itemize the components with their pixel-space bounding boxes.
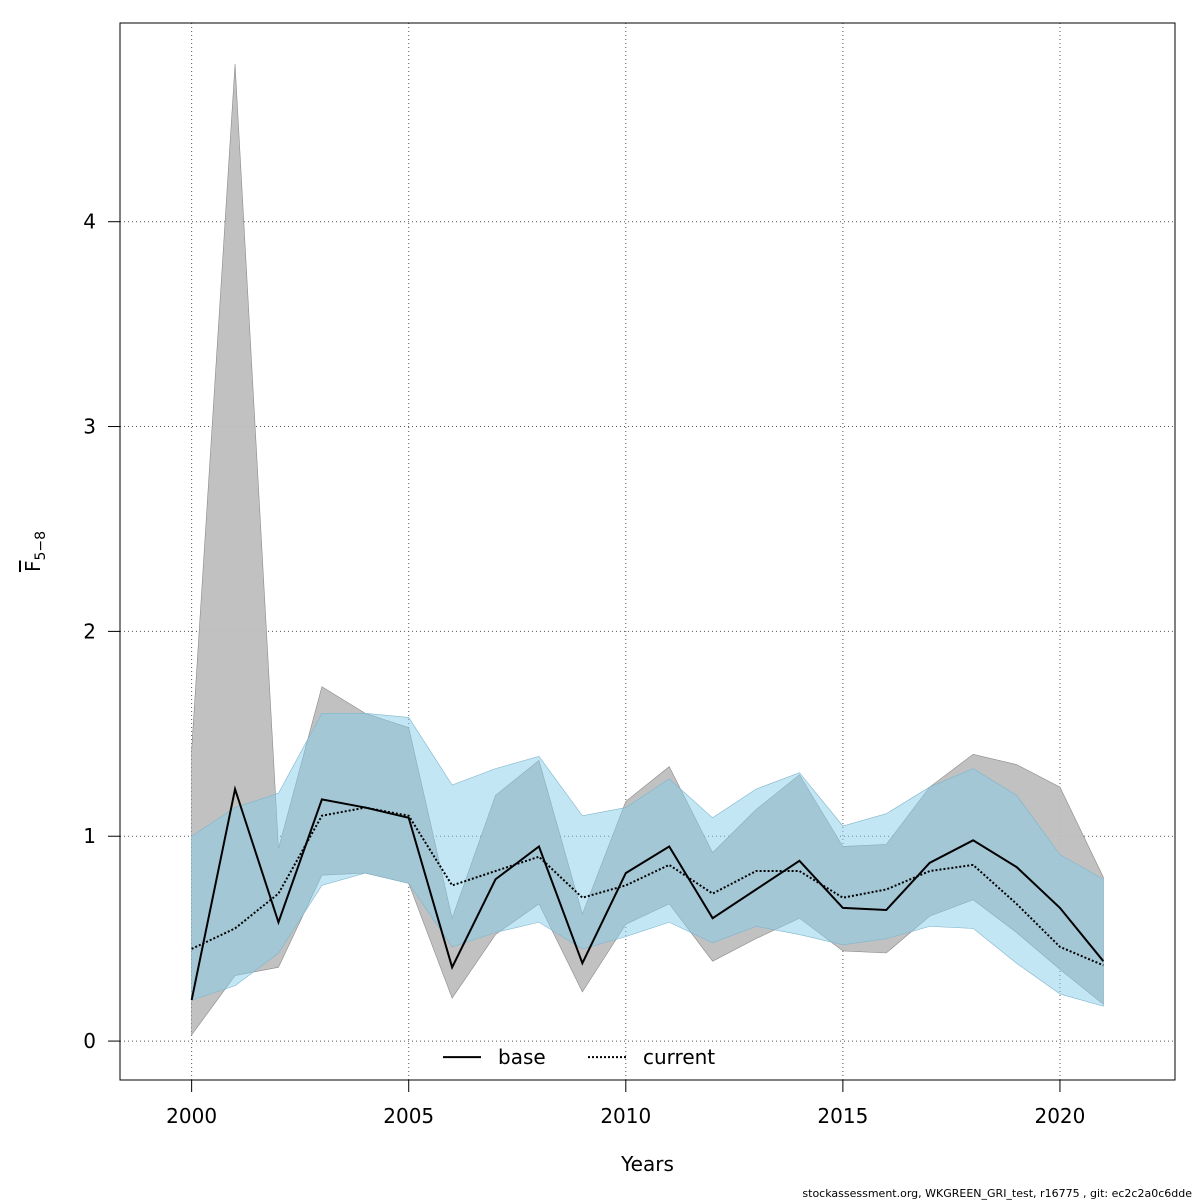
axes: 2000 2005 2010 2015 2020 0 1 2 3 4 [83, 210, 1085, 1128]
x-tick-label-2010: 2010 [600, 1104, 651, 1128]
x-tick-label-2005: 2005 [383, 1104, 434, 1128]
line-current [191, 806, 1104, 967]
y-tick-label-3: 3 [83, 415, 96, 439]
y-tick-label-0: 0 [83, 1029, 96, 1053]
y-tick-label-4: 4 [83, 210, 96, 234]
legend: base current [443, 1045, 715, 1069]
x-axis-title: Years [620, 1152, 674, 1176]
line-base [190, 785, 1105, 1001]
x-tick-label-2020: 2020 [1034, 1104, 1085, 1128]
legend-label-current: current [643, 1045, 715, 1069]
series-lines [190, 785, 1105, 1001]
legend-label-base: base [498, 1045, 546, 1069]
y-axis-title-subscript: 5−8 [33, 531, 49, 561]
x-tick-label-2015: 2015 [817, 1104, 868, 1128]
y-axis-title: F5−8 [21, 531, 49, 572]
y-tick-label-2: 2 [83, 619, 96, 643]
y-axis-title-main: F [21, 561, 45, 573]
y-tick-label-1: 1 [83, 824, 96, 848]
footer-credit: stockassessment.org, WKGREEN_GRI_test, r… [802, 1187, 1192, 1200]
confidence-bands [191, 63, 1104, 1036]
x-tick-label-2000: 2000 [166, 1104, 217, 1128]
svg-text:F5−8: F5−8 [21, 531, 49, 572]
